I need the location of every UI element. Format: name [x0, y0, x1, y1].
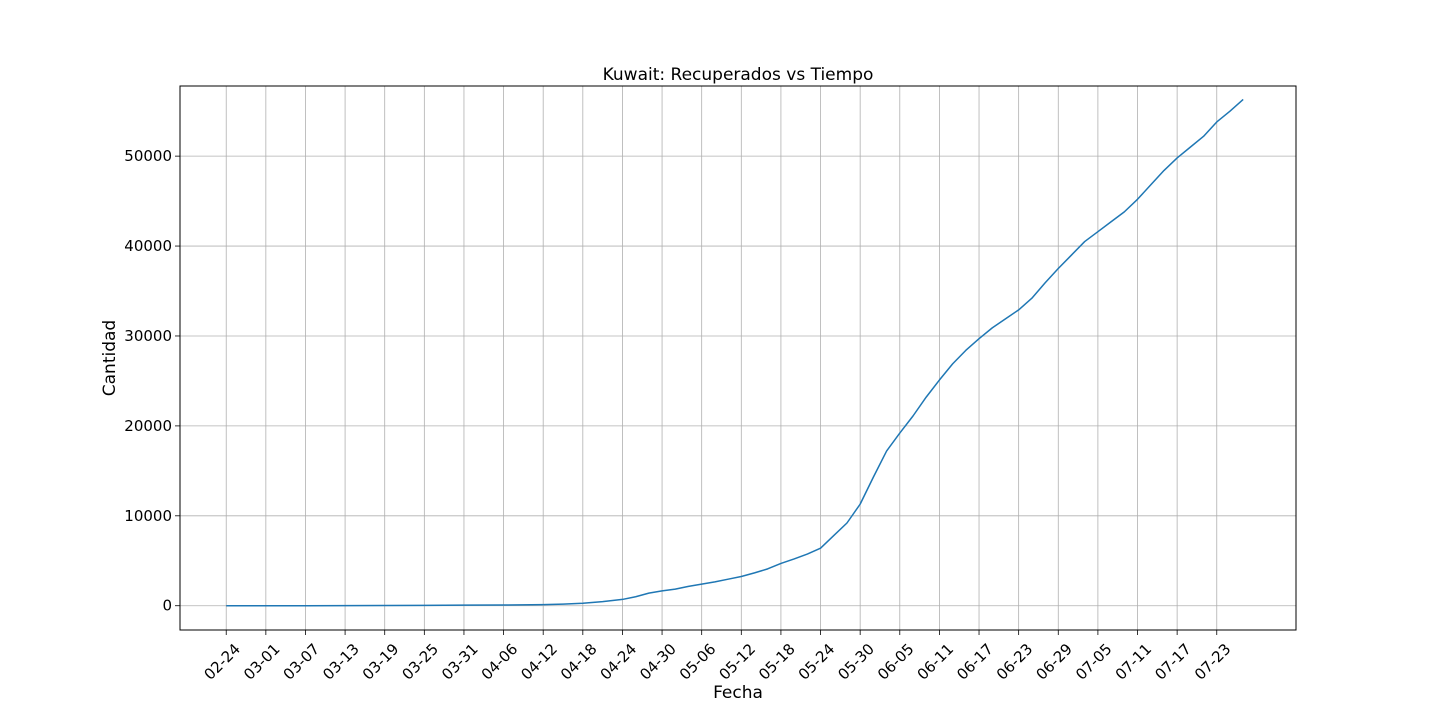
y-tick-label: 20000: [124, 417, 172, 435]
y-axis: 0 10000 20000 30000 40000 50000: [124, 147, 180, 615]
y-tick-label: 10000: [124, 507, 172, 525]
y-tick-label: 30000: [124, 327, 172, 345]
y-tick-label: 50000: [124, 147, 172, 165]
series-line: [226, 98, 1244, 607]
plot-frame: [179, 85, 1297, 631]
y-tick-label: 0: [162, 597, 172, 615]
grid: [180, 86, 1296, 630]
y-tick-label: 40000: [124, 237, 172, 255]
x-axis-label: Fecha: [713, 683, 763, 703]
y-axis-label: Cantidad: [100, 320, 120, 396]
chart-title: Kuwait: Recuperados vs Tiempo: [603, 65, 874, 85]
